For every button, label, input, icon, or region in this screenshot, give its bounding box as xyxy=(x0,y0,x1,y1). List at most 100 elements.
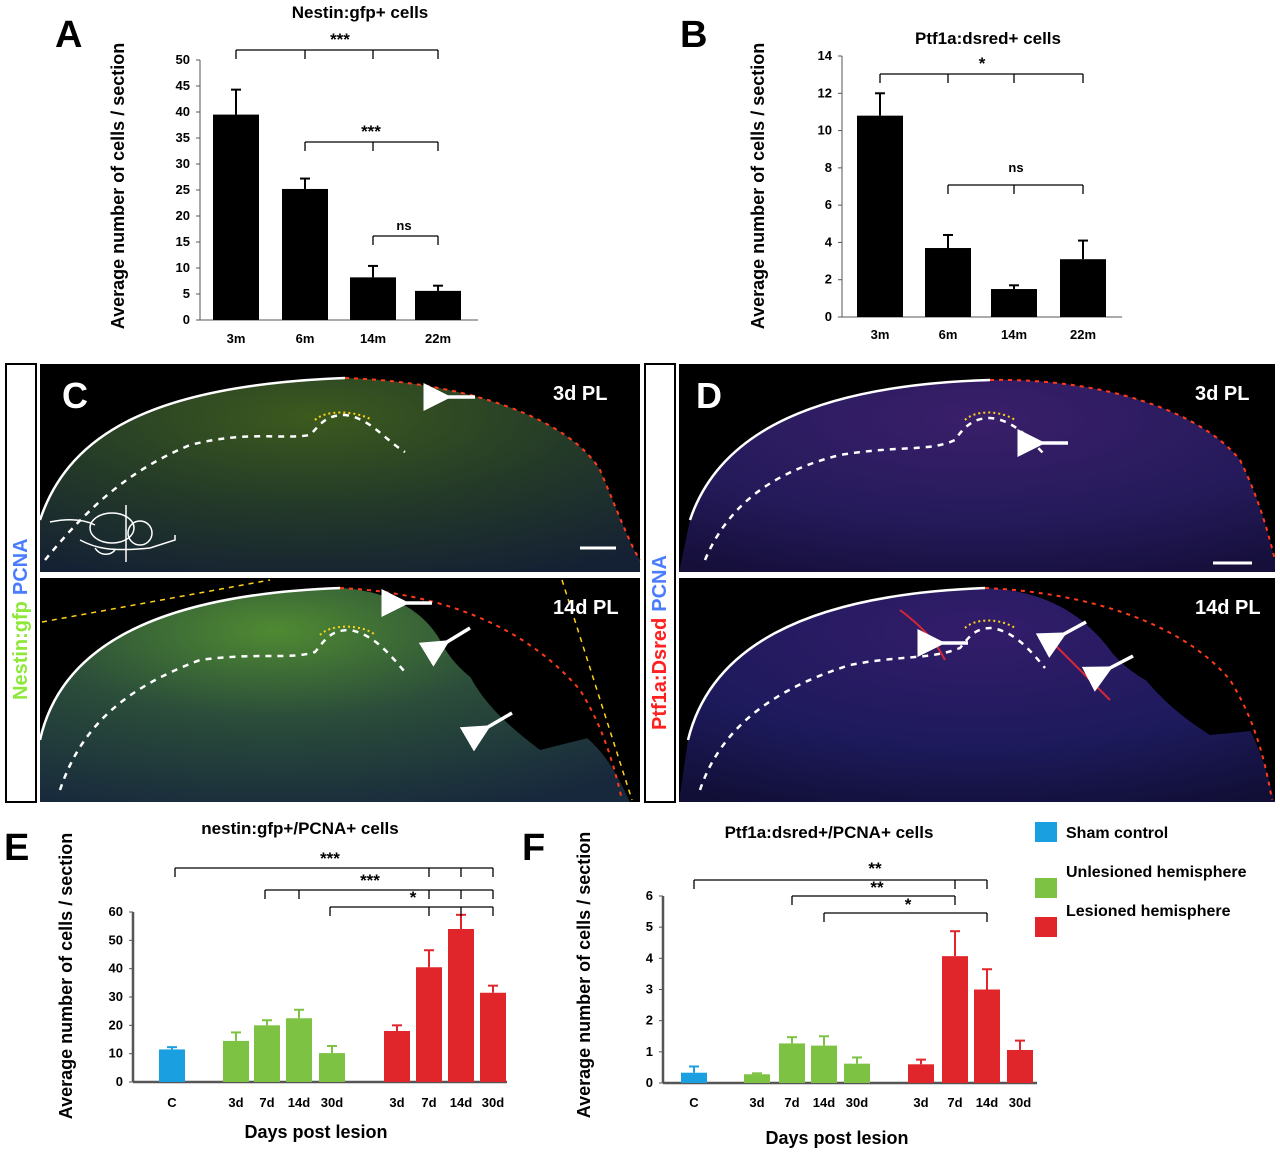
chart-b-xtick-label: 22m xyxy=(1070,327,1096,342)
chart-e-xtick-label: 30d xyxy=(321,1095,343,1110)
chart-e-ytick-label: 40 xyxy=(109,961,123,976)
chart-e-title: nestin:gfp+/PCNA+ cells xyxy=(201,819,398,838)
chart-b-ytick-label: 14 xyxy=(818,48,833,63)
chart-e-ytick-label: 0 xyxy=(116,1074,123,1089)
chart-e-sig-label: *** xyxy=(320,849,340,868)
panel-c-micrographs: Nestin:gfp PCNA 3d PL C xyxy=(5,363,641,803)
chart-a: Nestin:gfp+ cells Average number of cells… xyxy=(108,3,478,346)
panel-label-d: D xyxy=(696,375,722,416)
chart-f-sig-label: ** xyxy=(868,859,882,878)
panel-d-bottom-label: 14d PL xyxy=(1195,597,1261,619)
panel-d-side-strip xyxy=(644,363,676,803)
panel-d-channel-labels: Ptf1a:Dsred PCNA xyxy=(649,555,671,730)
chart-e-ytick-label: 20 xyxy=(109,1017,123,1032)
chart-e-bar xyxy=(159,1049,185,1082)
chart-b-xtick-label: 3m xyxy=(871,327,890,342)
legend-swatch-sham xyxy=(1035,822,1057,842)
chart-a-bar xyxy=(350,277,396,320)
chart-e-bar xyxy=(480,992,506,1082)
chart-f-ytick-label: 1 xyxy=(646,1044,653,1059)
panel-d-bottom-outline-white xyxy=(686,586,986,741)
chart-f-bar xyxy=(908,1064,934,1083)
panel-d-bottom-ventricle xyxy=(698,626,1046,791)
chart-a-xtick-label: 22m xyxy=(425,331,451,346)
legend-label-sham: Sham control xyxy=(1066,825,1168,842)
panel-d-micrographs: Ptf1a:Dsred PCNA 3d PL D 14d PL xyxy=(644,363,1276,803)
chart-f-title: Ptf1a:dsred+/PCNA+ cells xyxy=(725,823,934,842)
chart-a-sig-label: ns xyxy=(396,218,411,233)
chart-f-bar xyxy=(744,1074,770,1083)
chart-f-xlabel: Days post lesion xyxy=(765,1128,908,1148)
chart-b-xtick-label: 14m xyxy=(1001,327,1027,342)
chart-e-ylabel: Average number of cells / section xyxy=(56,833,76,1119)
panel-c-bottom-outline-red xyxy=(339,587,623,801)
panel-c-bottom-arrow-2 xyxy=(418,626,471,667)
chart-f-ylabel: Average number of cells / section xyxy=(574,832,594,1118)
chart-a-bar xyxy=(282,188,328,320)
panel-c-top-label: 3d PL xyxy=(553,383,607,405)
chart-f-xtick-label: 7d xyxy=(784,1095,799,1110)
panel-d-bottom-arrow-2 xyxy=(1035,620,1087,659)
charts-layer: Nestin:gfp+ cells Average number of cells… xyxy=(56,3,1122,1148)
brain-schematic-icon xyxy=(49,505,176,562)
chart-b-xtick-label: 6m xyxy=(939,327,958,342)
chart-f-sig-label: * xyxy=(905,895,912,914)
chart-a-title: Nestin:gfp+ cells xyxy=(292,3,429,22)
panel-d-channel-blue: PCNA xyxy=(649,555,671,612)
panel-c-channel-green: Nestin:gfp xyxy=(10,601,32,700)
panel-d-top-tissue xyxy=(679,379,1275,572)
panel-c-top-outline-red xyxy=(344,377,641,561)
panel-c-top-tissue xyxy=(40,378,640,572)
chart-a-ytick-label: 15 xyxy=(176,234,190,249)
chart-f-bar xyxy=(681,1072,707,1083)
chart-b-bar xyxy=(991,289,1037,317)
chart-f-bar xyxy=(811,1045,837,1083)
chart-b: Ptf1a:dsred+ cells Average number of cell… xyxy=(748,29,1122,342)
chart-a-ytick-label: 40 xyxy=(176,104,190,119)
chart-e-bar xyxy=(319,1053,345,1082)
chart-f-xtick-label: 30d xyxy=(846,1095,868,1110)
panel-c-side-strip xyxy=(5,363,37,803)
chart-e-ytick-label: 10 xyxy=(109,1046,123,1061)
chart-b-ytick-label: 8 xyxy=(825,160,832,175)
chart-e-xtick-label: 3d xyxy=(228,1095,243,1110)
panel-c-top-outline-white xyxy=(38,376,346,521)
chart-e-sig-label: * xyxy=(410,888,417,907)
chart-f-bar xyxy=(1007,1049,1033,1083)
panel-d-bottom-arrow-3 xyxy=(1081,654,1134,692)
chart-b-ytick-label: 2 xyxy=(825,272,832,287)
chart-f-sig-label: ** xyxy=(870,878,884,897)
chart-b-sig-label: ns xyxy=(1008,160,1023,175)
chart-e-ytick-label: 30 xyxy=(109,989,123,1004)
panel-d-top-cell xyxy=(1025,444,1031,450)
chart-e-xtick-label: 14d xyxy=(450,1095,472,1110)
panel-d-top-label: 3d PL xyxy=(1195,383,1249,405)
chart-f-xtick-label: 14d xyxy=(976,1095,998,1110)
chart-f-bar xyxy=(779,1043,805,1083)
chart-a-ytick-label: 20 xyxy=(176,208,190,223)
chart-a-bar xyxy=(415,290,461,320)
chart-a-ytick-label: 0 xyxy=(183,312,190,327)
panel-c-bottom-arrow-3 xyxy=(459,711,513,752)
chart-f-xtick-label: 3d xyxy=(749,1095,764,1110)
panel-d-bottom-outline-red xyxy=(984,587,1273,801)
chart-a-ytick-label: 45 xyxy=(176,78,190,93)
chart-b-bar xyxy=(857,115,903,318)
chart-e-xtick-label: 7d xyxy=(259,1095,274,1110)
legend-label-unlesioned: Unlesioned hemisphere xyxy=(1066,864,1247,881)
chart-a-bar xyxy=(213,114,259,320)
panel-c-bottom-sector-left xyxy=(41,579,271,623)
chart-f-xtick-label: 14d xyxy=(813,1095,835,1110)
chart-a-ytick-label: 25 xyxy=(176,182,190,197)
chart-e-xtick-label: 7d xyxy=(421,1095,436,1110)
chart-f-ytick-label: 4 xyxy=(646,950,654,965)
chart-e-sig-label: *** xyxy=(360,871,380,890)
chart-f-ytick-label: 2 xyxy=(646,1013,653,1028)
chart-b-ytick-label: 10 xyxy=(818,123,832,138)
chart-a-sig-label: *** xyxy=(361,122,381,141)
chart-b-ytick-label: 6 xyxy=(825,197,832,212)
panel-label-c: C xyxy=(62,375,88,416)
chart-a-xtick-label: 3m xyxy=(227,331,246,346)
chart-e-xtick-label: 14d xyxy=(288,1095,310,1110)
